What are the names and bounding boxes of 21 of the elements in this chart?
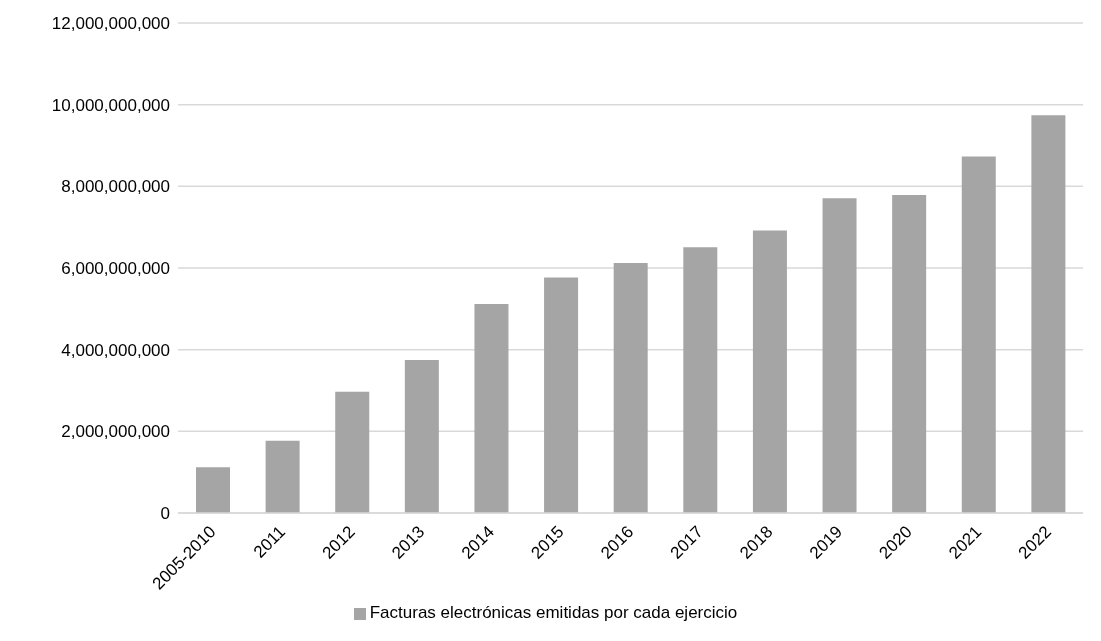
y-tick-label: 2,000,000,000 bbox=[61, 422, 170, 442]
y-tick-label: 12,000,000,000 bbox=[51, 14, 170, 34]
bar bbox=[683, 247, 718, 513]
y-tick-label: 8,000,000,000 bbox=[61, 177, 170, 197]
y-tick-label: 10,000,000,000 bbox=[51, 95, 170, 115]
y-tick-label: 0 bbox=[160, 504, 170, 524]
y-tick-label: 4,000,000,000 bbox=[61, 340, 170, 360]
legend-label: Facturas electrónicas emitidas por cada ejercicio bbox=[369, 603, 738, 622]
y-tick-label: 6,000,000,000 bbox=[61, 259, 170, 279]
bar bbox=[613, 263, 648, 513]
bar bbox=[892, 194, 927, 513]
bar bbox=[404, 359, 439, 513]
bar bbox=[961, 156, 996, 513]
bar bbox=[196, 467, 230, 513]
bar bbox=[335, 391, 370, 513]
bar bbox=[752, 230, 787, 513]
bar bbox=[822, 198, 857, 513]
bar bbox=[265, 440, 300, 513]
bar bbox=[1031, 115, 1066, 513]
bar bbox=[474, 303, 509, 513]
bar bbox=[544, 277, 579, 513]
